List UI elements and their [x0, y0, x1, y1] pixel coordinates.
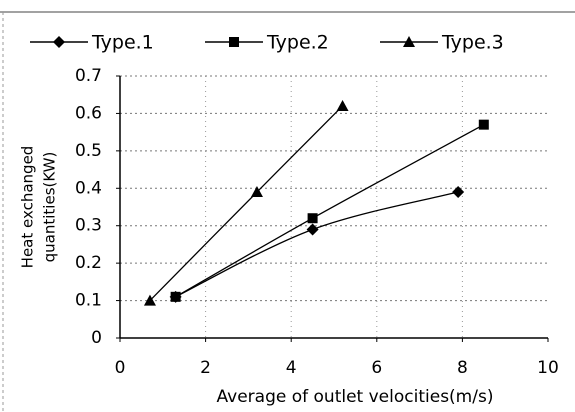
y-tick-label: 0.7: [75, 66, 102, 86]
x-tick-label: 10: [537, 358, 559, 378]
x-tick-label: 8: [457, 358, 468, 378]
legend-marker: [53, 36, 65, 48]
legend-label: Type.3: [441, 32, 504, 54]
y-tick-label: 0.1: [75, 291, 102, 311]
series-line: [175, 191, 459, 298]
x-tick-label: 6: [371, 358, 382, 378]
x-axis-label: Average of outlet velocities(m/s): [217, 387, 494, 407]
data-point: [143, 294, 156, 306]
data-point: [170, 291, 181, 302]
x-tick-label: 4: [286, 358, 297, 378]
x-tick-label: 2: [200, 358, 211, 378]
x-tick-label: 0: [115, 358, 126, 378]
y-tick-label: 0.6: [75, 103, 102, 123]
legend-marker: [229, 37, 239, 47]
data-point: [250, 186, 263, 198]
y-axis-label: quantities(KW): [41, 152, 59, 263]
legend-marker: [403, 36, 415, 47]
y-tick-label: 0.3: [75, 216, 102, 236]
y-axis-label: Heat exchanged: [19, 146, 37, 269]
data-point: [336, 99, 349, 111]
series-line: [149, 105, 344, 302]
y-tick-label: 0.4: [75, 178, 102, 198]
data-point: [478, 119, 489, 130]
legend-label: Type.1: [91, 32, 154, 54]
y-tick-label: 0.2: [75, 253, 102, 273]
data-point: [307, 213, 318, 224]
y-tick-label: 0: [91, 328, 102, 348]
data-point: [306, 223, 319, 236]
legend-label: Type.2: [266, 32, 329, 54]
data-point: [452, 186, 465, 199]
y-tick-label: 0.5: [75, 141, 102, 161]
